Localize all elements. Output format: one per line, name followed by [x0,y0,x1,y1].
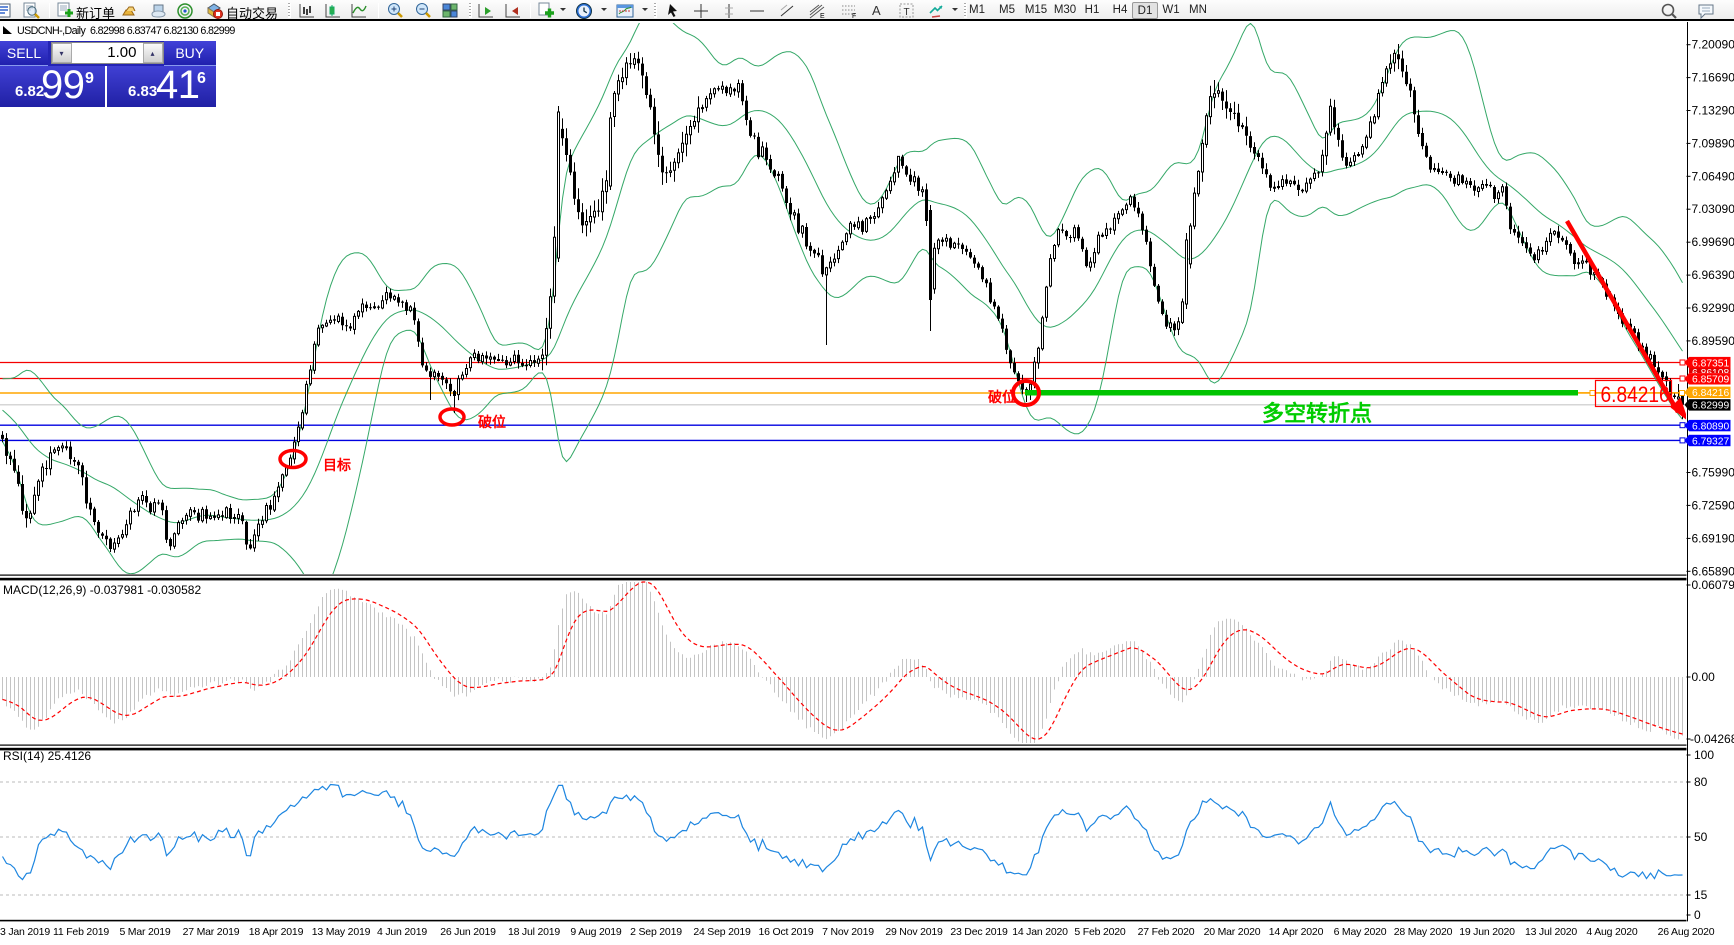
svg-text:6.65890: 6.65890 [1692,564,1734,578]
svg-text:E: E [820,13,825,20]
svg-text:6.79327: 6.79327 [1692,436,1729,447]
svg-text:7.13290: 7.13290 [1692,104,1734,118]
svg-text:-0.042685: -0.042685 [1690,732,1734,746]
svg-text:6.80890: 6.80890 [1692,421,1729,432]
svg-text:23 Dec 2019: 23 Dec 2019 [950,926,1008,938]
svg-text:6.89590: 6.89590 [1692,334,1734,348]
svg-text:4 Aug 2020: 4 Aug 2020 [1586,926,1637,938]
svg-text:13 May 2019: 13 May 2019 [312,926,371,938]
svg-text:13 Jul 2020: 13 Jul 2020 [1525,926,1577,938]
svg-text:F: F [852,13,856,20]
svg-text:14 Jan 2020: 14 Jan 2020 [1012,926,1068,938]
svg-text:3 Jan 2019: 3 Jan 2019 [0,926,50,938]
svg-text:6.84216: 6.84216 [1601,383,1670,408]
svg-text:7 Nov 2019: 7 Nov 2019 [822,926,874,938]
svg-text:7.16690: 7.16690 [1692,71,1734,85]
svg-text:6.87351: 6.87351 [1692,358,1729,369]
svg-text:0.060795: 0.060795 [1692,578,1734,592]
svg-text:16 Oct 2019: 16 Oct 2019 [758,926,813,938]
svg-text:7.03090: 7.03090 [1692,202,1734,216]
svg-text:T: T [904,7,910,18]
svg-text:5 Mar 2019: 5 Mar 2019 [119,926,170,938]
svg-text:MACD(12,26,9) -0.037981 -0.030: MACD(12,26,9) -0.037981 -0.030582 [3,583,201,597]
svg-text:破位: 破位 [988,389,1016,405]
svg-text:7.20090: 7.20090 [1692,38,1734,52]
svg-text:28 May 2020: 28 May 2020 [1394,926,1453,938]
svg-text:24 Sep 2019: 24 Sep 2019 [693,926,751,938]
svg-text:11 Feb 2019: 11 Feb 2019 [53,926,109,938]
svg-text:27 Feb 2020: 27 Feb 2020 [1138,926,1195,938]
svg-text:RSI(14) 25.4126: RSI(14) 25.4126 [3,749,91,763]
svg-text:2 Sep 2019: 2 Sep 2019 [630,926,682,938]
svg-text:26 Jun 2019: 26 Jun 2019 [440,926,496,938]
svg-text:9 Aug 2019: 9 Aug 2019 [570,926,621,938]
svg-text:6.92990: 6.92990 [1692,301,1734,315]
svg-text:6.85709: 6.85709 [1692,375,1729,386]
svg-text:27 Mar 2019: 27 Mar 2019 [183,926,240,938]
svg-text:26 Aug 2020: 26 Aug 2020 [1658,926,1715,938]
svg-text:4 Jun 2019: 4 Jun 2019 [377,926,427,938]
svg-text:6.82999: 6.82999 [1692,401,1729,412]
svg-text:目标: 目标 [323,457,351,473]
svg-text:20 Mar 2020: 20 Mar 2020 [1204,926,1261,938]
svg-text:18 Apr 2019: 18 Apr 2019 [249,926,304,938]
svg-text:6.96390: 6.96390 [1692,268,1734,282]
svg-text:6.72590: 6.72590 [1692,498,1734,512]
svg-text:多空转折点: 多空转折点 [1262,401,1372,426]
svg-text:6.75990: 6.75990 [1692,466,1734,480]
svg-text:6.99690: 6.99690 [1692,235,1734,249]
svg-text:0.00: 0.00 [1692,670,1716,684]
svg-text:USDCNH-,Daily 6.82998 6.83747: USDCNH-,Daily 6.82998 6.83747 6.82130 6.… [17,25,235,37]
svg-text:6.69190: 6.69190 [1692,531,1734,545]
svg-text:100: 100 [1694,748,1714,762]
svg-text:破位: 破位 [478,414,506,430]
svg-text:14 Apr 2020: 14 Apr 2020 [1269,926,1324,938]
svg-text:6.84216: 6.84216 [1692,388,1729,399]
svg-text:29 Nov 2019: 29 Nov 2019 [885,926,943,938]
svg-text:7.09890: 7.09890 [1692,136,1734,150]
svg-text:5 Feb 2020: 5 Feb 2020 [1074,926,1125,938]
svg-text:6 May 2020: 6 May 2020 [1334,926,1387,938]
svg-text:7.06490: 7.06490 [1692,169,1734,183]
svg-text:18 Jul 2019: 18 Jul 2019 [508,926,560,938]
svg-text:80: 80 [1694,775,1708,789]
svg-text:0: 0 [1694,908,1701,922]
svg-text:50: 50 [1694,830,1708,844]
svg-text:15: 15 [1694,888,1708,902]
svg-text:19 Jun 2020: 19 Jun 2020 [1459,926,1515,938]
